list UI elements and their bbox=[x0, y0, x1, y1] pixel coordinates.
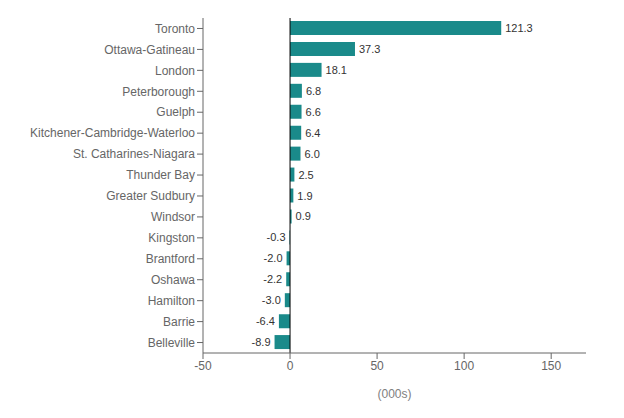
svg-text:6.8: 6.8 bbox=[306, 85, 321, 97]
svg-text:Toronto: Toronto bbox=[155, 22, 195, 36]
svg-text:Windsor: Windsor bbox=[151, 210, 195, 224]
svg-text:0.9: 0.9 bbox=[296, 210, 311, 222]
svg-text:6.6: 6.6 bbox=[306, 106, 321, 118]
svg-text:6.4: 6.4 bbox=[305, 127, 320, 139]
svg-text:Ottawa-Gatineau: Ottawa-Gatineau bbox=[104, 43, 195, 57]
svg-text:-0.3: -0.3 bbox=[267, 231, 286, 243]
svg-text:Hamilton: Hamilton bbox=[148, 294, 195, 308]
svg-text:Brantford: Brantford bbox=[146, 252, 195, 266]
svg-text:-6.4: -6.4 bbox=[256, 315, 275, 327]
svg-text:London: London bbox=[155, 64, 195, 78]
svg-text:50: 50 bbox=[370, 359, 384, 373]
svg-text:Peterborough: Peterborough bbox=[122, 85, 195, 99]
svg-text:Thunder Bay: Thunder Bay bbox=[126, 168, 195, 182]
svg-text:Greater Sudbury: Greater Sudbury bbox=[106, 189, 195, 203]
svg-text:Barrie: Barrie bbox=[163, 315, 195, 329]
svg-text:-50: -50 bbox=[194, 359, 212, 373]
svg-text:18.1: 18.1 bbox=[326, 64, 347, 76]
svg-text:Oshawa: Oshawa bbox=[151, 273, 195, 287]
svg-text:150: 150 bbox=[541, 359, 561, 373]
svg-text:0: 0 bbox=[287, 359, 294, 373]
svg-text:Belleville: Belleville bbox=[148, 336, 196, 350]
svg-text:Kitchener-Cambridge-Waterloo: Kitchener-Cambridge-Waterloo bbox=[30, 126, 195, 140]
svg-text:100: 100 bbox=[454, 359, 474, 373]
svg-text:-2.0: -2.0 bbox=[264, 252, 283, 264]
svg-text:-3.0: -3.0 bbox=[262, 294, 281, 306]
svg-text:121.3: 121.3 bbox=[505, 22, 533, 34]
svg-text:6.0: 6.0 bbox=[304, 148, 319, 160]
svg-text:2.5: 2.5 bbox=[298, 169, 313, 181]
svg-text:St. Catharines-Niagara: St. Catharines-Niagara bbox=[73, 147, 195, 161]
svg-text:(000s): (000s) bbox=[377, 387, 411, 401]
svg-text:Guelph: Guelph bbox=[156, 105, 195, 119]
svg-text:-2.2: -2.2 bbox=[263, 273, 282, 285]
svg-text:-8.9: -8.9 bbox=[252, 336, 271, 348]
svg-text:1.9: 1.9 bbox=[297, 190, 312, 202]
svg-text:Kingston: Kingston bbox=[148, 231, 195, 245]
svg-text:37.3: 37.3 bbox=[359, 43, 380, 55]
